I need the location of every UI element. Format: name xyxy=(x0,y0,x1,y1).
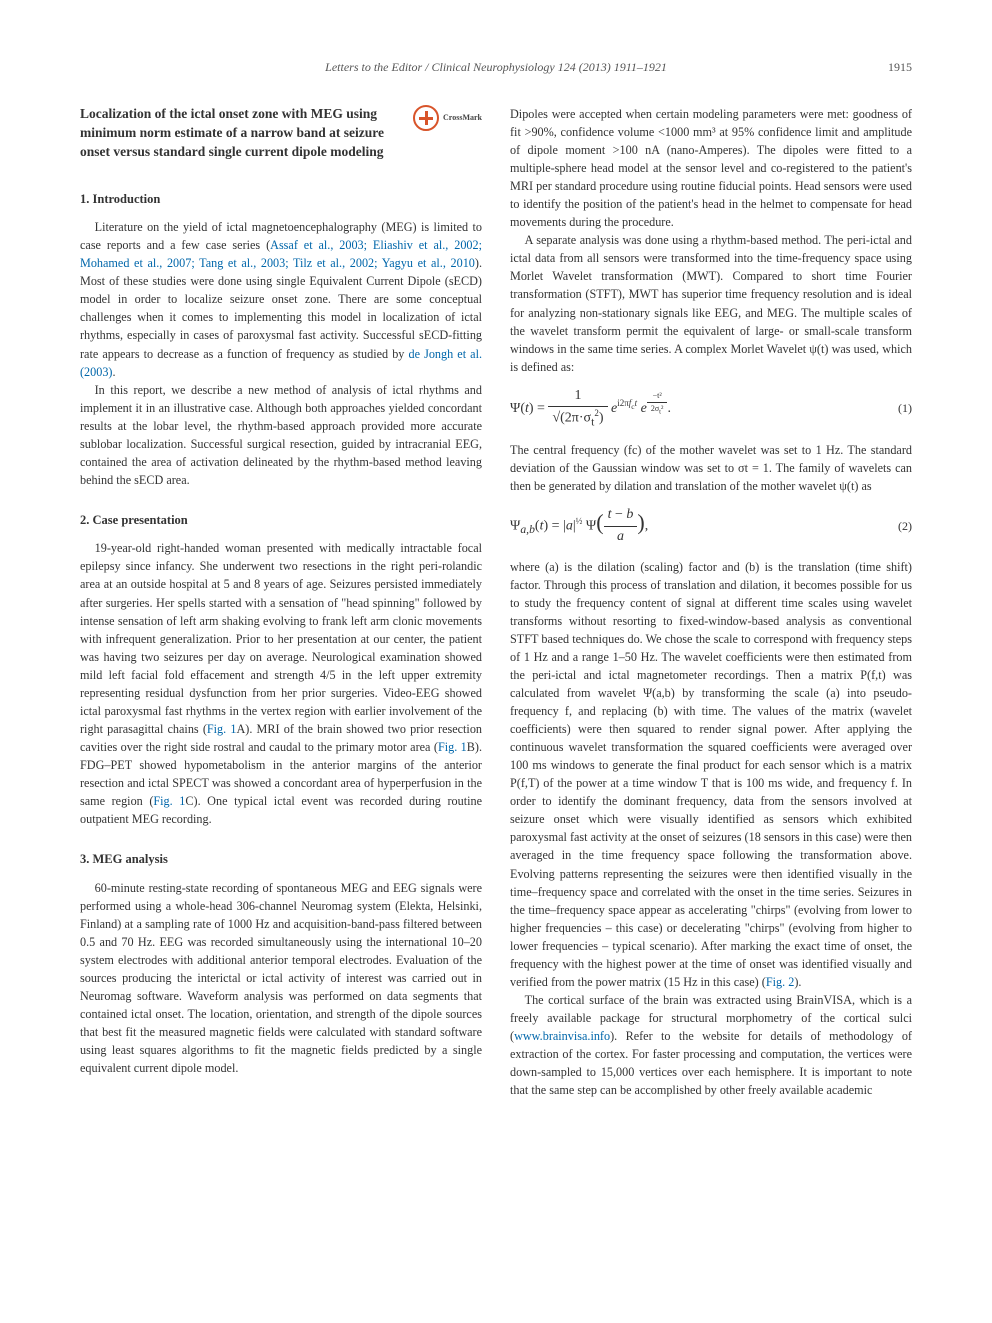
meg-p1: 60-minute resting-state recording of spo… xyxy=(80,879,482,1078)
right-p5: The cortical surface of the brain was ex… xyxy=(510,991,912,1099)
left-column: Localization of the ictal onset zone wit… xyxy=(80,105,482,1099)
right-p4: where (a) is the dilation (scaling) fact… xyxy=(510,558,912,991)
crossmark-label: CrossMark xyxy=(443,112,482,123)
right-column: Dipoles were accepted when certain model… xyxy=(510,105,912,1099)
figure-link[interactable]: Fig. 1 xyxy=(207,722,237,736)
right-p1: Dipoles were accepted when certain model… xyxy=(510,105,912,231)
equation-1: Ψ(t) = 1√(2π·σt2) ei2πfct e−t²2σt². (1) xyxy=(510,386,912,431)
equation-1-number: (1) xyxy=(898,400,912,418)
right-p2: A separate analysis was done using a rhy… xyxy=(510,231,912,375)
page-number: 1915 xyxy=(888,60,912,75)
right-p3: The central frequency (fc) of the mother… xyxy=(510,441,912,495)
equation-1-body: Ψ(t) = 1√(2π·σt2) ei2πfct e−t²2σt². xyxy=(510,386,671,431)
section-1-heading: 1. Introduction xyxy=(80,190,482,209)
intro-p1: Literature on the yield of ictal magneto… xyxy=(80,218,482,380)
text: where (a) is the dilation (scaling) fact… xyxy=(510,560,912,989)
text: ). xyxy=(794,975,801,989)
equation-2: Ψa,b(t) = |a|½ Ψ(t − ba), (2) xyxy=(510,505,912,547)
intro-p2: In this report, we describe a new method… xyxy=(80,381,482,489)
journal-ref: Letters to the Editor / Clinical Neuroph… xyxy=(325,60,667,74)
figure-link[interactable]: Fig. 1 xyxy=(153,794,185,808)
section-2-heading: 2. Case presentation xyxy=(80,511,482,530)
article-title: Localization of the ictal onset zone wit… xyxy=(80,105,482,162)
running-header: Letters to the Editor / Clinical Neuroph… xyxy=(80,60,912,75)
crossmark-icon xyxy=(413,105,439,131)
case-p1: 19-year-old right-handed woman presented… xyxy=(80,539,482,828)
figure-link[interactable]: Fig. 2 xyxy=(766,975,794,989)
section-3-heading: 3. MEG analysis xyxy=(80,850,482,869)
title-text: Localization of the ictal onset zone wit… xyxy=(80,106,384,159)
text: . xyxy=(113,365,116,379)
equation-2-number: (2) xyxy=(898,518,912,536)
equation-2-body: Ψa,b(t) = |a|½ Ψ(t − ba), xyxy=(510,505,648,547)
figure-link[interactable]: Fig. 1 xyxy=(438,740,467,754)
crossmark-badge[interactable]: CrossMark xyxy=(413,105,482,131)
text: ). Most of these studies were done using… xyxy=(80,256,482,360)
external-link[interactable]: www.brainvisa.info xyxy=(514,1029,610,1043)
text: 19-year-old right-handed woman presented… xyxy=(80,541,482,735)
